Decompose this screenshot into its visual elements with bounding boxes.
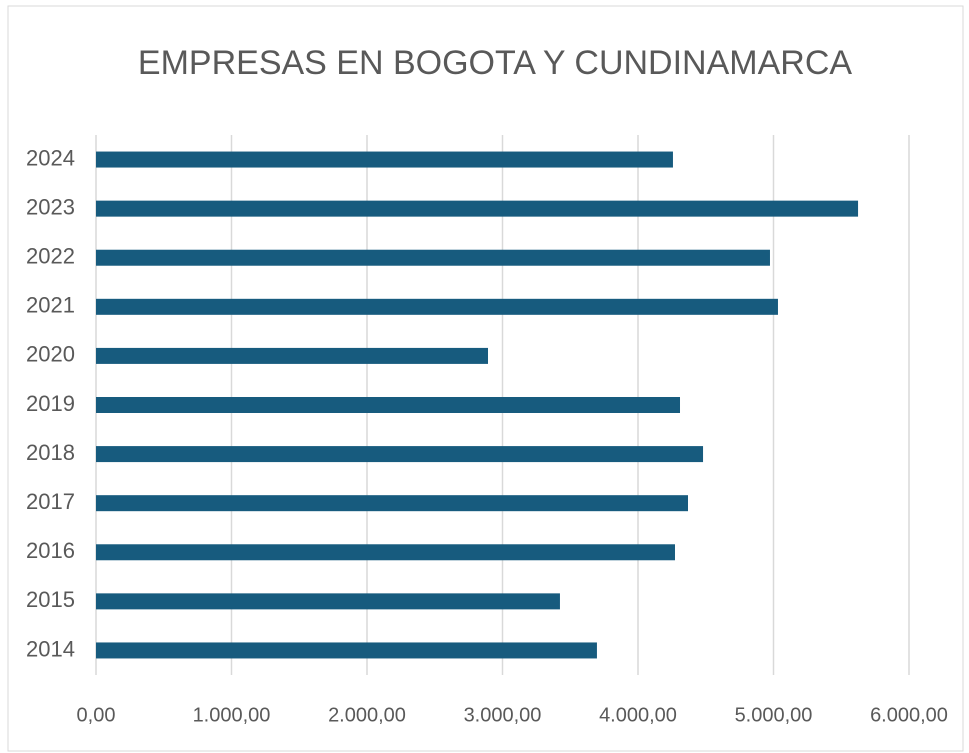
- y-tick-label: 2024: [26, 145, 75, 170]
- y-tick-label: 2018: [26, 440, 75, 465]
- x-tick-label: 5.000,00: [735, 704, 813, 726]
- x-tick-label: 4.000,00: [599, 704, 677, 726]
- chart-border: [7, 5, 964, 752]
- x-tick-label: 6.000,00: [870, 704, 948, 726]
- chart-title: EMPRESAS EN BOGOTA Y CUNDINAMARCA: [138, 44, 852, 82]
- y-tick-label: 2016: [26, 538, 75, 563]
- x-tick-label: 1.000,00: [193, 704, 271, 726]
- bar: [96, 151, 673, 168]
- bar: [96, 200, 859, 217]
- bar: [96, 249, 770, 266]
- bar: [96, 298, 778, 315]
- bar: [96, 642, 597, 659]
- y-tick-label: 2020: [26, 342, 75, 367]
- y-tick-label: 2021: [26, 293, 75, 318]
- y-tick-label: 2019: [26, 391, 75, 416]
- y-tick-label: 2022: [26, 244, 75, 269]
- bar: [96, 544, 675, 561]
- bar: [96, 495, 688, 512]
- x-tick-label: 0,00: [77, 704, 116, 726]
- bar: [96, 397, 681, 413]
- bar: [96, 593, 560, 610]
- bar: [96, 446, 704, 463]
- y-tick-label: 2023: [26, 194, 75, 219]
- x-tick-label: 2.000,00: [328, 704, 406, 726]
- y-tick-label: 2017: [26, 489, 75, 514]
- y-tick-label: 2014: [26, 636, 75, 661]
- y-tick-label: 2015: [26, 587, 75, 612]
- bar: [96, 347, 489, 364]
- x-tick-label: 3.000,00: [464, 704, 542, 726]
